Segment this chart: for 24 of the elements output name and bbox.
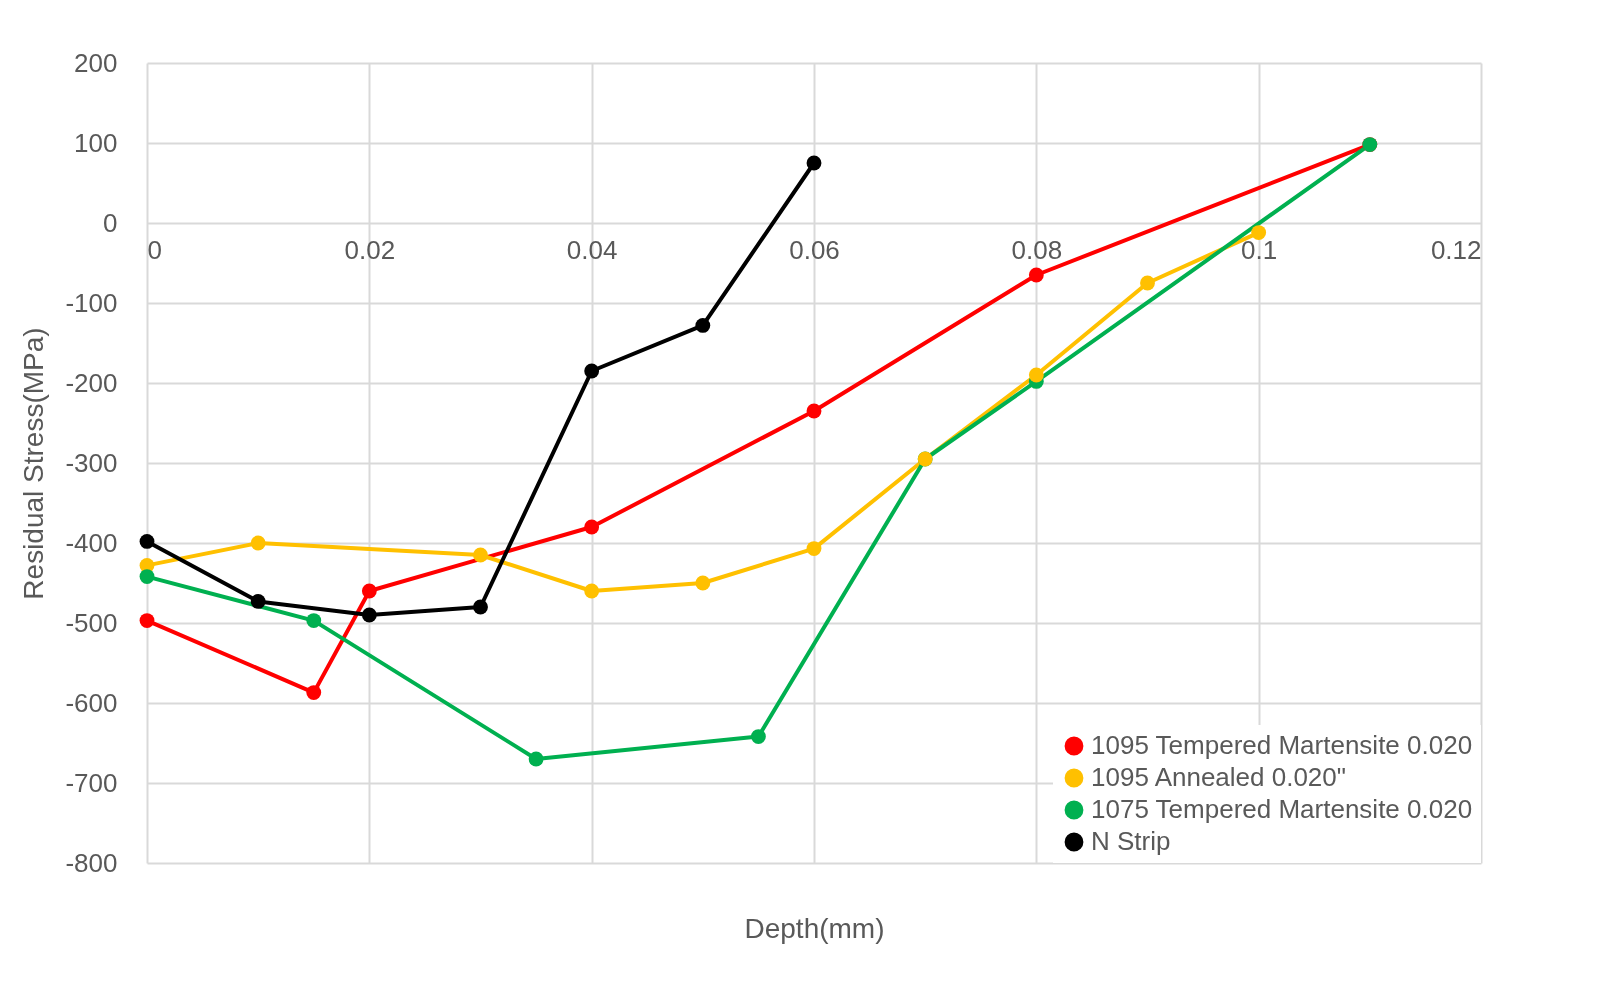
x-tick-label: 0.06 (789, 234, 840, 265)
x-axis-title: Depth(mm) (744, 912, 885, 944)
x-tick-label: 0.12 (1430, 234, 1482, 265)
x-tick-label: 0.02 (344, 234, 396, 265)
y-tick-label: -500 (65, 607, 118, 638)
y-tick-label: -400 (65, 527, 118, 558)
y-tick-label: -100 (65, 287, 118, 318)
x-tick-label: 0.04 (566, 234, 618, 265)
y-tick-label: 0 (103, 207, 118, 238)
y-tick-label: -600 (65, 687, 118, 718)
y-tick-label: -200 (65, 367, 118, 398)
legend-label: 1095 Tempered Martensite 0.020 (1091, 730, 1473, 760)
x-tick-label: 0 (147, 234, 162, 265)
y-tick-label: 100 (74, 127, 118, 158)
y-tick-label: -800 (65, 847, 118, 878)
legend-label: 1095 Annealed 0.020" (1091, 762, 1347, 792)
x-tick-label: 0.08 (1011, 234, 1063, 265)
legend-label: 1075 Tempered Martensite 0.020 (1091, 794, 1473, 824)
y-axis-title: Residual Stress(MPa) (18, 327, 50, 600)
y-tick-label: -700 (65, 767, 118, 798)
legend-label: N Strip (1091, 826, 1171, 856)
y-tick-label: -300 (65, 447, 118, 478)
y-tick-label: 200 (74, 47, 118, 78)
x-tick-label: 0.1 (1241, 234, 1278, 265)
